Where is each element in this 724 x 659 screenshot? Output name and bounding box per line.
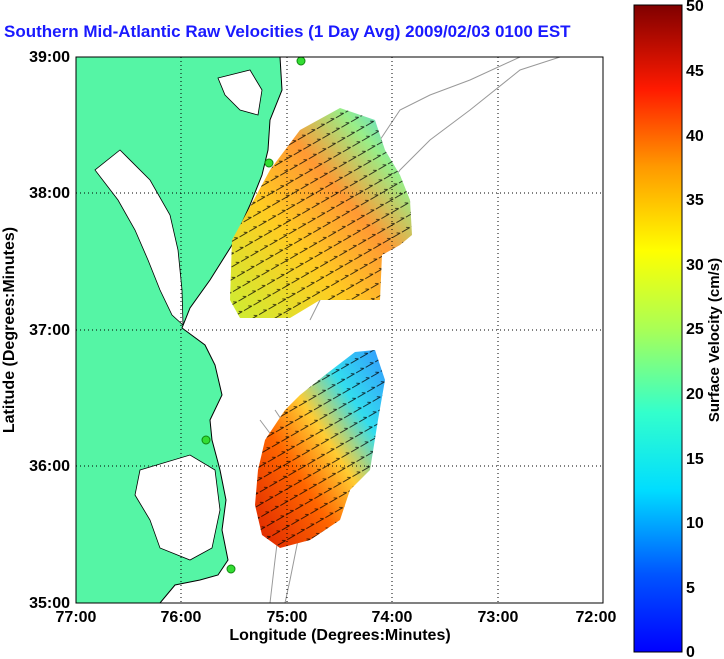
x-axis-ticks: 77:00 76:00 75:00 74:00 73:00 72:00: [56, 609, 617, 626]
velocity-vectors-north: [230, 108, 412, 318]
x-tick-label: 76:00: [161, 609, 202, 626]
chesapeake-bay: [94, 149, 184, 326]
colorbar-tick: 30: [686, 257, 704, 274]
colorbar-tick: 50: [686, 0, 704, 15]
colorbar-tick: 25: [686, 321, 704, 338]
colorbar-tick: 10: [686, 515, 704, 532]
y-tick-label: 35:00: [29, 595, 70, 612]
colorbar-tick: 45: [686, 63, 704, 80]
colorbar: [633, 4, 683, 653]
x-tick-label: 74:00: [372, 609, 413, 626]
velocity-vectors-south: [255, 350, 385, 548]
colorbar-tick: 15: [686, 451, 704, 468]
grid-lines: [76, 57, 603, 603]
radar-site-marker: [296, 57, 306, 66]
map-title: Southern Mid-Atlantic Raw Velocities (1 …: [4, 22, 571, 41]
radar-site-marker: [264, 158, 274, 168]
x-tick-label: 72:00: [576, 609, 617, 626]
colorbar-tick: 0: [686, 644, 695, 659]
y-tick-label: 39:00: [29, 49, 70, 66]
colorbar-tick: 35: [686, 192, 704, 209]
y-axis-label: Latitude (Degrees:Minutes): [1, 227, 18, 433]
x-tick-label: 75:00: [267, 609, 308, 626]
delaware-bay: [217, 69, 263, 116]
radar-site-marker: [201, 435, 211, 445]
colorbar-tick: 5: [686, 580, 695, 597]
y-tick-label: 38:00: [29, 185, 70, 202]
colorbar-tick: 20: [686, 386, 704, 403]
colorbar-tick: 40: [686, 128, 704, 145]
x-tick-label: 77:00: [56, 609, 97, 626]
y-axis-ticks: 39:00 38:00 37:00 36:00 35:00: [29, 49, 70, 612]
y-tick-label: 37:00: [29, 322, 70, 339]
colorbar-ticks: 50 45 40 35 30 25 20 15 10 5 0: [686, 0, 704, 659]
x-tick-label: 73:00: [478, 609, 519, 626]
y-tick-label: 36:00: [29, 458, 70, 475]
radar-site-marker: [226, 564, 236, 574]
pamlico-sound: [134, 454, 221, 561]
x-axis-label: Longitude (Degrees:Minutes): [229, 627, 450, 644]
colorbar-label: Surface Velocity (cm/s): [706, 258, 723, 422]
